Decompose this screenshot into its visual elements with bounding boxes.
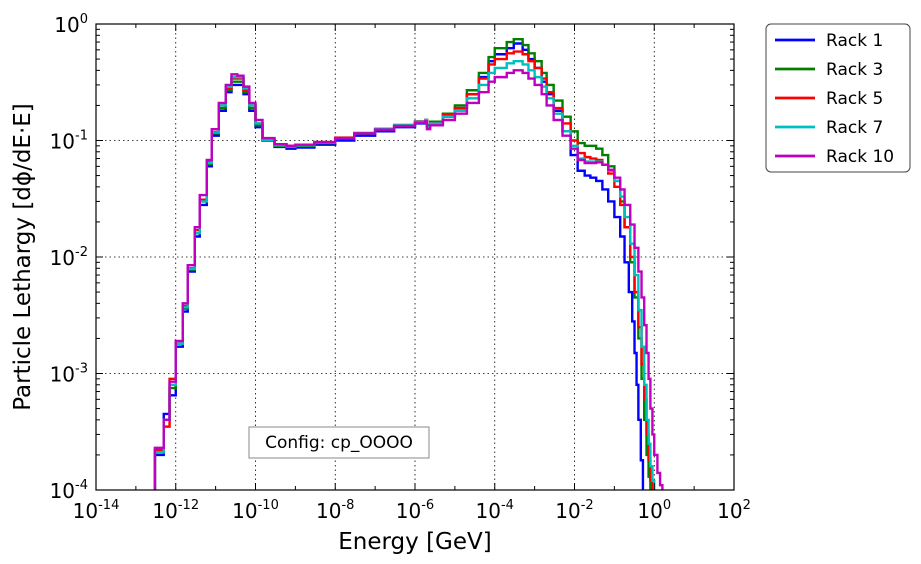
y-tick-base: 10 — [54, 13, 79, 37]
x-tick-base: 10 — [73, 499, 98, 523]
x-tick-exponent: -12 — [178, 498, 199, 513]
x-tick-labels: 10-14 10-12 10-10 10-8 10-6 10-4 10-2 100 102 — [73, 498, 751, 523]
legend-box — [765, 23, 911, 173]
y-tick-exponent: 0 — [80, 12, 88, 27]
x-tick-label: 10-2 — [555, 498, 593, 523]
y-tick-base: 10 — [50, 246, 75, 270]
x-tick-exponent: -4 — [501, 498, 514, 513]
x-tick-exponent: -2 — [581, 498, 594, 513]
x-tick-exponent: -6 — [421, 498, 434, 513]
y-tick-base: 10 — [50, 130, 75, 154]
y-tick-exponent: -1 — [75, 129, 88, 144]
x-tick-base: 10 — [316, 499, 341, 523]
legend-label: Rack 5 — [826, 89, 883, 109]
grid-lines — [96, 24, 734, 490]
x-tick-label: 10-8 — [316, 498, 354, 523]
x-tick-exponent: 2 — [743, 498, 751, 513]
series-lines — [153, 38, 664, 490]
x-tick-label: 10-10 — [232, 498, 279, 523]
y-tick-exponent: -2 — [75, 245, 88, 260]
x-tick-exponent: 0 — [663, 498, 671, 513]
y-tick-label: 100 — [54, 12, 88, 37]
x-tick-base: 10 — [637, 499, 662, 523]
y-tick-base: 10 — [50, 363, 75, 387]
axis-ticks — [95, 23, 735, 491]
annotation-box — [248, 426, 430, 459]
annotation-text: Config: cp_OOOO — [265, 433, 413, 453]
x-tick-label: 10-4 — [476, 498, 514, 523]
y-tick-label: 10-4 — [50, 478, 88, 503]
legend-label: Rack 3 — [826, 60, 883, 80]
x-tick-base: 10 — [152, 499, 177, 523]
legend-label: Rack 7 — [826, 118, 883, 138]
legend-label: Rack 1 — [826, 31, 883, 51]
y-tick-label: 10-3 — [50, 362, 88, 387]
y-tick-base: 10 — [50, 479, 75, 503]
x-tick-base: 10 — [476, 499, 501, 523]
x-tick-base: 10 — [555, 499, 580, 523]
x-tick-exponent: -14 — [98, 498, 119, 513]
x-tick-label: 10-14 — [73, 498, 120, 523]
x-axis-title: Energy [GeV] — [338, 529, 492, 555]
config-annotation: Config: cp_OOOO — [248, 426, 430, 459]
y-tick-label: 10-1 — [50, 129, 88, 154]
y-tick-label: 10-2 — [50, 245, 88, 270]
legend: Rack 1 Rack 3 Rack 5 Rack 7 Rack 10 — [765, 23, 911, 173]
x-tick-base: 10 — [717, 499, 742, 523]
plot-area — [153, 38, 664, 490]
y-axis-title: Particle Lethargy [dϕ/dE·E] — [10, 103, 36, 411]
series-line-rack-10 — [153, 69, 664, 490]
x-tick-base: 10 — [232, 499, 257, 523]
y-tick-exponent: -4 — [75, 478, 88, 493]
x-tick-base: 10 — [396, 499, 421, 523]
x-tick-label: 10-12 — [152, 498, 199, 523]
legend-label: Rack 10 — [826, 147, 894, 167]
x-tick-label: 100 — [637, 498, 671, 523]
x-tick-exponent: -10 — [258, 498, 279, 513]
x-tick-exponent: -8 — [341, 498, 354, 513]
x-tick-label: 102 — [717, 498, 751, 523]
y-tick-exponent: -3 — [75, 362, 88, 377]
x-tick-label: 10-6 — [396, 498, 434, 523]
